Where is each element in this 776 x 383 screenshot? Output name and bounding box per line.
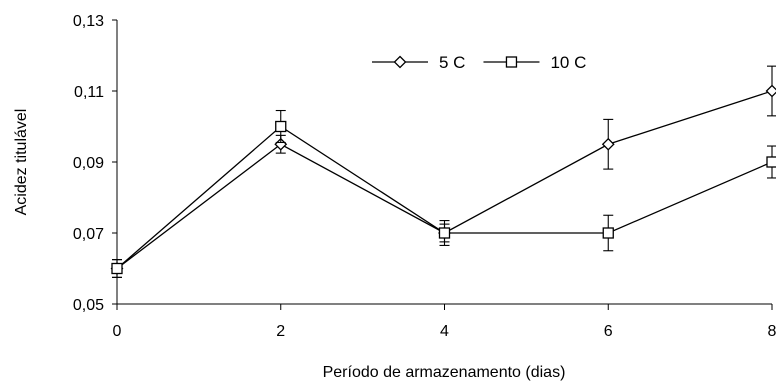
data-point [766,156,776,168]
y-tick-label: 0,05 [73,297,104,314]
legend-marker [393,55,407,69]
series-layer [110,65,776,278]
x-axis-ticks: 0 2 4 6 8 [113,304,776,340]
x-tick-label: 8 [768,323,776,340]
data-point [438,227,451,239]
legend-label: 5 C [439,53,465,72]
x-tick-label: 2 [276,323,285,340]
y-axis-title: Acidez titulável [13,109,30,216]
series-2 [111,109,776,278]
y-tick-label: 0,09 [73,155,104,172]
data-point [602,227,614,239]
x-tick-label: 6 [604,323,613,340]
y-axis-ticks: 0,05 0,07 0,09 0,11 0,13 [73,13,117,314]
legend-item-1: 5 C [372,53,465,72]
legend-marker [505,56,518,68]
y-tick-label: 0,13 [73,13,104,30]
x-tick-label: 0 [113,323,122,340]
legend-label: 10 C [550,53,586,72]
legend: 5 C 10 C [372,53,586,72]
data-point [765,84,776,98]
plot-area: 0,05 0,07 0,09 0,11 0,13 0 2 4 6 8 [73,13,776,340]
data-point [111,262,123,275]
x-axis-title: Período de armazenamento (dias) [323,364,566,381]
series-line [116,125,773,269]
y-tick-label: 0,11 [74,84,104,101]
x-tick-label: 4 [440,323,449,340]
legend-item-2: 10 C [483,53,586,72]
y-tick-label: 0,07 [73,226,104,243]
data-point [601,137,615,151]
data-point [275,120,287,133]
